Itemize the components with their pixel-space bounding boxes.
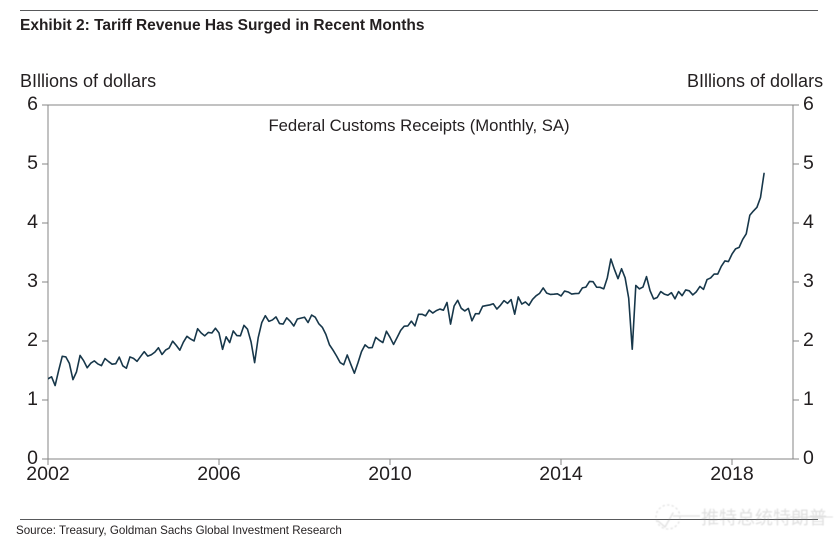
svg-text:0: 0: [803, 447, 814, 469]
svg-text:2: 2: [803, 329, 814, 351]
svg-text:6: 6: [27, 93, 38, 115]
svg-text:1: 1: [803, 388, 814, 410]
svg-text:5: 5: [27, 152, 38, 174]
svg-text:2: 2: [27, 329, 38, 351]
svg-text:3: 3: [803, 270, 814, 292]
svg-text:2014: 2014: [539, 463, 583, 485]
svg-text:2010: 2010: [368, 463, 412, 485]
svg-text:3: 3: [27, 270, 38, 292]
svg-text:2002: 2002: [26, 463, 69, 485]
svg-text:2006: 2006: [197, 463, 240, 485]
svg-text:5: 5: [803, 152, 814, 174]
svg-text:2018: 2018: [710, 463, 753, 485]
svg-text:1: 1: [27, 388, 38, 410]
svg-text:4: 4: [27, 211, 38, 233]
svg-text:4: 4: [803, 211, 814, 233]
svg-text:6: 6: [803, 93, 814, 115]
